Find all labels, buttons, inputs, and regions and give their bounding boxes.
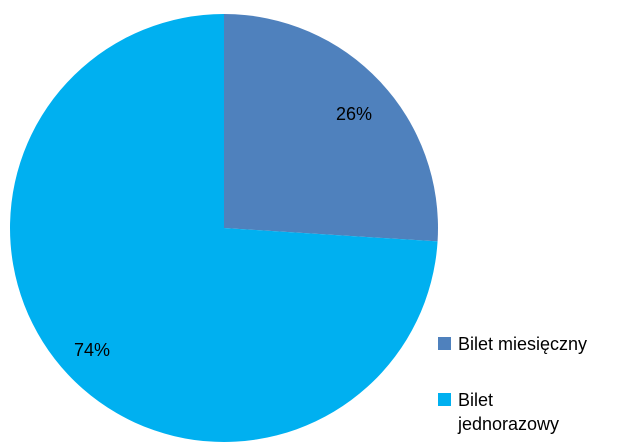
- legend-entry-2: Bilet jednorazowy: [438, 390, 559, 434]
- legend-swatch-2: [438, 393, 451, 406]
- legend-label-1: Bilet miesięczny: [458, 334, 587, 354]
- legend-entry-1: Bilet miesięczny: [438, 334, 587, 354]
- pie-slice-1: [224, 14, 438, 242]
- legend-swatch-1: [438, 337, 451, 350]
- pie-data-label-2: 74%: [74, 340, 110, 360]
- pie-slices: [9, 14, 438, 442]
- legend: Bilet miesięczny Bilet jednorazowy: [438, 334, 587, 434]
- pie-slice-2: [9, 14, 438, 442]
- pie-data-labels: 26% 74%: [74, 104, 372, 360]
- legend-label-2: Bilet jednorazowy: [457, 390, 559, 434]
- pie-data-label-1: 26%: [336, 104, 372, 124]
